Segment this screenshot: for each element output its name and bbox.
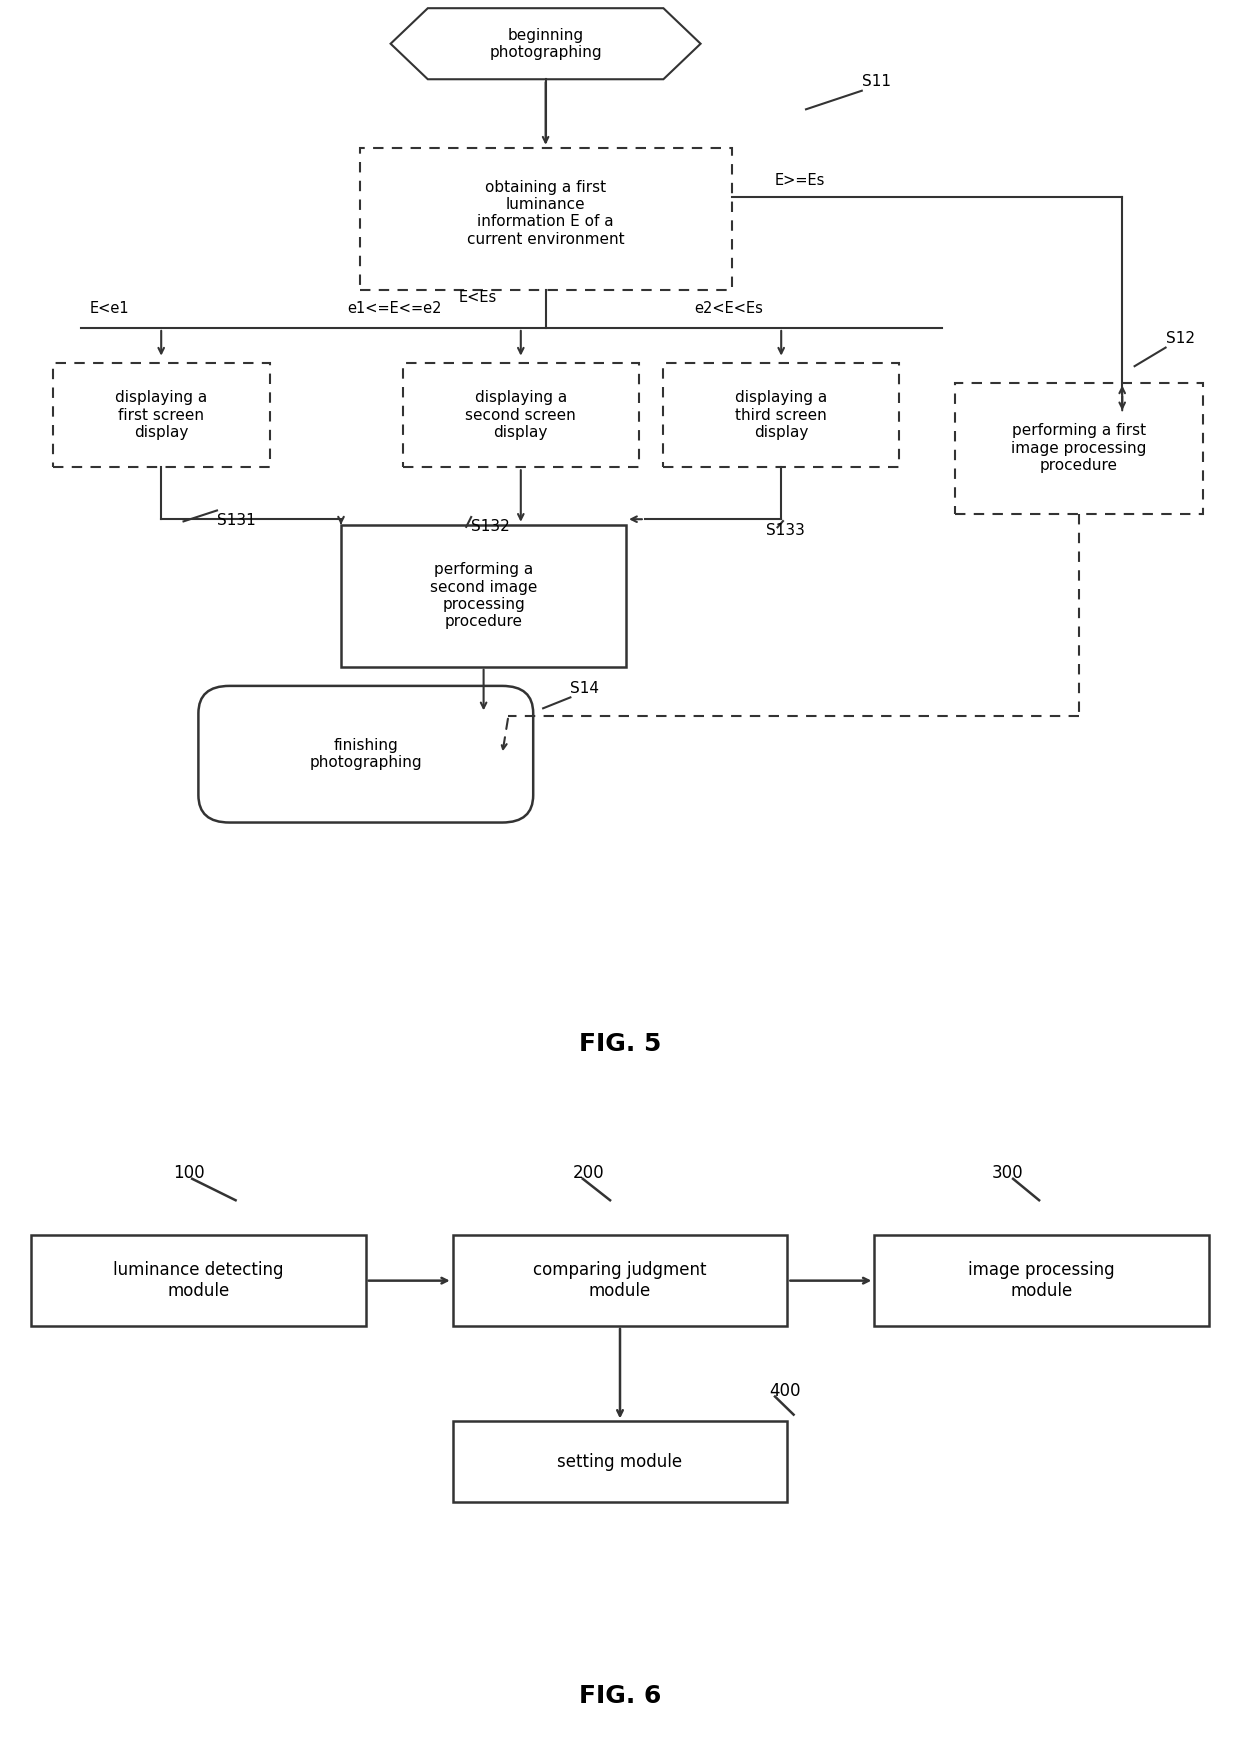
- Text: 100: 100: [174, 1164, 206, 1183]
- Text: E>=Es: E>=Es: [775, 173, 826, 189]
- Text: image processing
module: image processing module: [968, 1261, 1115, 1299]
- Text: S131: S131: [217, 513, 255, 527]
- Text: luminance detecting
module: luminance detecting module: [113, 1261, 284, 1299]
- Text: finishing
photographing: finishing photographing: [310, 739, 422, 770]
- FancyBboxPatch shape: [663, 363, 899, 467]
- Text: displaying a
second screen
display: displaying a second screen display: [465, 390, 577, 441]
- Text: S133: S133: [766, 522, 805, 538]
- Text: 200: 200: [573, 1164, 605, 1183]
- FancyBboxPatch shape: [360, 148, 732, 289]
- Text: 300: 300: [992, 1164, 1024, 1183]
- Text: setting module: setting module: [558, 1453, 682, 1470]
- FancyBboxPatch shape: [198, 686, 533, 823]
- FancyBboxPatch shape: [955, 383, 1203, 513]
- Text: performing a
second image
processing
procedure: performing a second image processing pro…: [430, 562, 537, 629]
- FancyBboxPatch shape: [31, 1236, 366, 1326]
- FancyBboxPatch shape: [453, 1421, 787, 1502]
- Text: S11: S11: [862, 74, 890, 90]
- Text: 400: 400: [769, 1382, 800, 1400]
- Text: E<e1: E<e1: [89, 301, 129, 316]
- Text: displaying a
first screen
display: displaying a first screen display: [115, 390, 207, 441]
- Text: FIG. 5: FIG. 5: [579, 1031, 661, 1056]
- Text: performing a first
image processing
procedure: performing a first image processing proc…: [1011, 423, 1147, 472]
- Text: E<Es: E<Es: [459, 289, 497, 305]
- Text: e1<=E<=e2: e1<=E<=e2: [347, 301, 441, 316]
- FancyBboxPatch shape: [53, 363, 270, 467]
- Text: S12: S12: [1166, 331, 1194, 346]
- Text: comparing judgment
module: comparing judgment module: [533, 1261, 707, 1299]
- Text: obtaining a first
luminance
information E of a
current environment: obtaining a first luminance information …: [466, 180, 625, 247]
- Text: beginning
photographing: beginning photographing: [490, 28, 601, 60]
- FancyBboxPatch shape: [874, 1236, 1209, 1326]
- Text: displaying a
third screen
display: displaying a third screen display: [735, 390, 827, 441]
- Text: e2<E<Es: e2<E<Es: [694, 301, 764, 316]
- Text: S14: S14: [570, 681, 599, 696]
- Polygon shape: [391, 9, 701, 79]
- FancyBboxPatch shape: [453, 1236, 787, 1326]
- Text: S132: S132: [471, 520, 510, 534]
- Text: FIG. 6: FIG. 6: [579, 1684, 661, 1708]
- FancyBboxPatch shape: [403, 363, 639, 467]
- FancyBboxPatch shape: [341, 525, 626, 666]
